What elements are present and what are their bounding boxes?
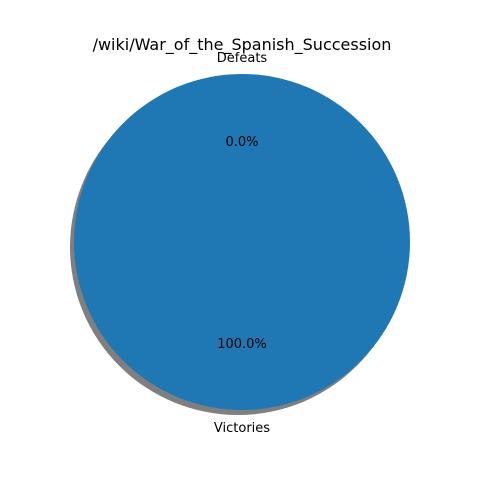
- pie-pct-label-defeats: 0.0%: [225, 135, 258, 150]
- pie-slices: [70, 74, 410, 415]
- pie-label-victories: Victories: [214, 421, 270, 436]
- pie-labels: Victories 100.0% Defeats 0.0%: [214, 51, 270, 436]
- chart-title: /wiki/War_of_the_Spanish_Succession: [93, 35, 392, 55]
- pie-pct-label-victories: 100.0%: [217, 337, 267, 352]
- pie-label-defeats: Defeats: [217, 51, 268, 66]
- pie-slice-victories: [74, 74, 410, 410]
